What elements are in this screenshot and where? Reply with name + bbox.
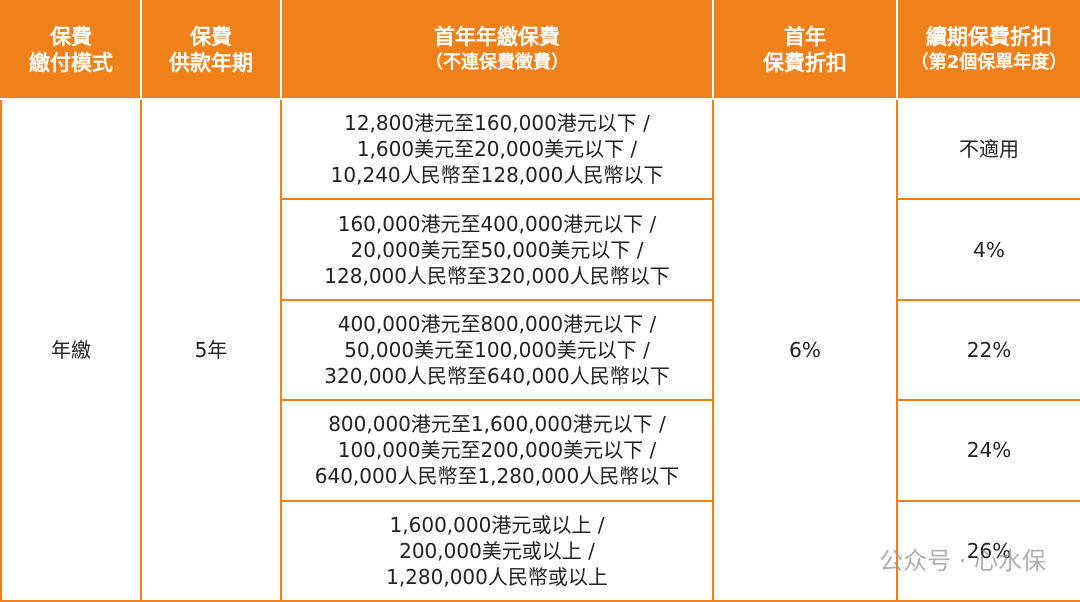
header-line: 保費折扣: [763, 51, 847, 75]
premium-line: 10,240人民幣至128,000人民幣以下: [330, 163, 664, 188]
premium-range: 12,800港元至160,000港元以下 /1,600美元至20,000美元以下…: [280, 97, 714, 201]
header-line: 保費: [50, 25, 92, 49]
first-year-discount: 6%: [712, 98, 898, 602]
renewal-discount: 22%: [896, 298, 1080, 402]
renewal-discount: 24%: [896, 399, 1080, 502]
tier-row: 年繳 5年 12,800港元至160,000港元以下 /1,600美元至20,000…: [0, 97, 1080, 602]
header-line: 續期保費折扣: [926, 25, 1052, 49]
premium-line: 50,000美元至100,000美元以下 /: [344, 337, 650, 362]
header-line: （不連保費徵費）: [425, 52, 569, 73]
header-cell: 續期保費折扣 （第2個保單年度）: [896, 0, 1080, 100]
header-line: 保費: [190, 25, 232, 49]
tier-row: 400,000港元至800,000港元以下 /50,000美元至100,000美…: [1, 298, 1080, 402]
tier-row: 1,600,000港元或以上 /200,000美元或以上 /1,280,000人…: [1, 499, 1080, 602]
header-row: 保費 繳付模式 保費 供款年期 首年年繳保費 （不連保費徵費） 首年 保費折扣 續期保費折扣 （第…: [0, 0, 1080, 100]
header-line: （第2個保單年度）: [910, 52, 1068, 73]
premium-range: 800,000港元至1,600,000港元以下 /100,000美元至200,0…: [280, 399, 714, 502]
header-cell: 首年 保費折扣: [712, 0, 898, 100]
premium-range: 1,600,000港元或以上 /200,000美元或以上 /1,280,000人…: [280, 499, 714, 602]
premium-line: 100,000美元至200,000美元以下 /: [337, 438, 657, 463]
header-cell: 保費 供款年期: [140, 0, 282, 100]
header-line: 首年年繳保費: [434, 25, 560, 49]
renewal-discount: 4%: [896, 198, 1080, 301]
header-line: 首年: [784, 25, 826, 49]
premium-range: 400,000港元至800,000港元以下 /50,000美元至100,000美…: [280, 298, 714, 402]
tier-row: 800,000港元至1,600,000港元以下 /100,000美元至200,0…: [1, 399, 1080, 502]
header-cell: 首年年繳保費 （不連保費徵費）: [280, 0, 714, 100]
premium-line: 1,280,000人民幣或以上: [386, 564, 608, 589]
watermark: 公众号 · 心水保: [879, 547, 1046, 575]
premium-line: 400,000港元至800,000港元以下 /: [337, 311, 657, 336]
renewal-discount: 26%: [896, 499, 1080, 602]
premium-line: 200,000美元或以上 /: [399, 538, 595, 563]
premium-line: 320,000人民幣至640,000人民幣以下: [324, 363, 670, 388]
renewal-discount: 不適用: [896, 97, 1080, 201]
header-line: 繳付模式: [29, 51, 113, 75]
premium-line: 20,000美元至50,000美元以下 /: [350, 237, 644, 262]
tier-row: 160,000港元至400,000港元以下 /20,000美元至50,000美元…: [1, 198, 1080, 301]
premium-line: 1,600美元至20,000美元以下 /: [356, 137, 638, 162]
header-cell: 保費 繳付模式: [0, 0, 142, 100]
premium-line: 800,000港元至1,600,000港元以下 /: [328, 412, 666, 437]
premium-line: 128,000人民幣至320,000人民幣以下: [324, 263, 670, 288]
payment-mode: 年繳: [0, 98, 142, 602]
premium-line: 12,800港元至160,000港元以下 /: [344, 111, 650, 136]
premium-line: 640,000人民幣至1,280,000人民幣以下: [314, 464, 680, 489]
header-line: 供款年期: [169, 51, 253, 75]
premium-range: 160,000港元至400,000港元以下 /20,000美元至50,000美元…: [280, 198, 714, 301]
premium-line: 160,000港元至400,000港元以下 /: [337, 211, 657, 236]
premium-line: 1,600,000港元或以上 /: [389, 512, 605, 537]
term: 5年: [140, 98, 282, 602]
